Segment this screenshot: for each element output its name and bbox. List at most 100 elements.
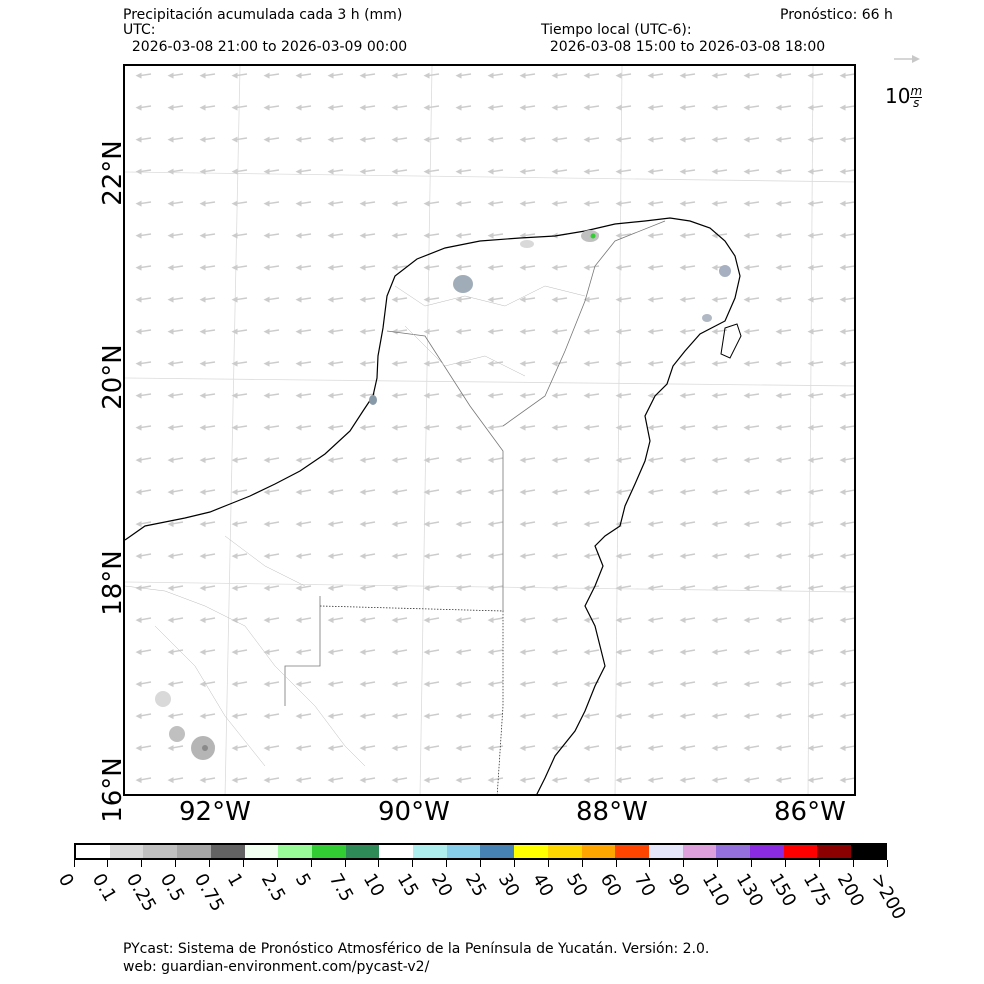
wind-arrow-head — [679, 360, 686, 367]
wind-arrow-head — [231, 777, 238, 784]
wind-arrow-head — [199, 457, 206, 464]
wind-arrow-head — [647, 200, 654, 207]
wind-arrow-head — [423, 232, 430, 239]
colorbar-segment — [682, 845, 717, 858]
wind-arrow-head — [231, 232, 238, 239]
wind-arrow-head — [135, 360, 142, 367]
wind-arrow-head — [647, 521, 654, 528]
wind-arrow-head — [743, 296, 750, 303]
colorbar-tick-label: 150 — [765, 870, 801, 911]
wind-arrow-head — [263, 681, 270, 688]
wind-arrow-head — [487, 200, 494, 207]
wind-arrow-head — [583, 136, 590, 143]
wind-arrow-head — [455, 136, 462, 143]
wind-arrow-head — [711, 521, 718, 528]
wind-arrow-head — [295, 296, 302, 303]
wind-arrow-head — [583, 72, 590, 79]
wind-arrow-head — [615, 713, 622, 720]
wind-arrow-head — [455, 457, 462, 464]
wind-arrow-head — [359, 713, 366, 720]
wind-reference-arrow — [894, 55, 920, 63]
wind-arrow-head — [743, 457, 750, 464]
wind-arrow-head — [615, 585, 622, 592]
wind-arrow-head — [839, 360, 846, 367]
colorbar-tick-label: 30 — [494, 870, 524, 901]
colorbar-tick — [141, 860, 143, 867]
wind-arrow-head — [391, 200, 398, 207]
footer-credit: PYcast: Sistema de Pronóstico Atmosféric… — [123, 941, 710, 957]
colorbar-tick — [784, 860, 786, 867]
wind-arrow-head — [327, 617, 334, 624]
colorbar-segment — [379, 845, 414, 858]
wind-arrow-head — [743, 553, 750, 560]
wind-arrow-head — [391, 232, 398, 239]
wind-arrow-head — [327, 745, 334, 752]
colorbar-tick — [513, 860, 515, 867]
wind-arrow-head — [455, 360, 462, 367]
wind-arrow-head — [231, 681, 238, 688]
wind-arrow-head — [231, 264, 238, 271]
wind-arrow-head — [743, 745, 750, 752]
wind-arrow-head — [327, 264, 334, 271]
map-panel[interactable] — [123, 64, 856, 796]
wind-arrow-head — [615, 360, 622, 367]
wind-arrow-head — [391, 553, 398, 560]
wind-arrow-head — [775, 264, 782, 271]
wind-arrow-head — [263, 617, 270, 624]
wind-arrow-head — [327, 649, 334, 656]
wind-arrow-head — [519, 296, 526, 303]
wind-arrow-head — [455, 745, 462, 752]
wind-arrow-head — [519, 649, 526, 656]
wind-arrow-head — [295, 168, 302, 175]
colorbar-tick-label: 0.25 — [121, 870, 160, 916]
wind-arrow-head — [839, 264, 846, 271]
wind-arrow-head — [519, 104, 526, 111]
wind-arrow-head — [519, 72, 526, 79]
colorbar-segment — [514, 845, 548, 858]
wind-arrow-head — [615, 617, 622, 624]
wind-arrow-head — [295, 457, 302, 464]
colorbar-segment — [413, 845, 447, 858]
wind-arrow-head — [647, 585, 654, 592]
wind-arrow-head — [199, 168, 206, 175]
wind-arrow-head — [359, 745, 366, 752]
wind-arrow-head — [519, 328, 526, 335]
wind-arrow-head — [807, 328, 814, 335]
wind-arrow-head — [647, 232, 654, 239]
wind-arrow-head — [423, 72, 430, 79]
colorbar-tick — [242, 860, 244, 867]
wind-arrow-head — [679, 104, 686, 111]
wind-arrow-head — [551, 136, 558, 143]
wind-arrow-head — [615, 200, 622, 207]
wind-arrow-head — [135, 200, 142, 207]
wind-arrow-head — [839, 168, 846, 175]
wind-arrow-head — [583, 328, 590, 335]
wind-arrow-head — [135, 457, 142, 464]
wind-arrow-head — [263, 168, 270, 175]
wind-arrow-head — [199, 264, 206, 271]
wind-arrow-head — [327, 200, 334, 207]
wind-arrow-head — [295, 136, 302, 143]
wind-arrow-head — [647, 104, 654, 111]
wind-arrow-head — [167, 553, 174, 560]
colorbar-tick-label: 1 — [223, 870, 248, 891]
colorbar-segment — [615, 845, 649, 858]
colorbar-tick — [547, 860, 549, 867]
colorbar-tick-label: 0 — [53, 870, 78, 891]
wind-arrow-head — [359, 200, 366, 207]
wind-arrow-head — [167, 232, 174, 239]
wind-arrow-head — [743, 136, 750, 143]
colorbar-segment — [446, 845, 481, 858]
wind-arrow-head — [263, 713, 270, 720]
wind-arrow-head — [615, 649, 622, 656]
wind-arrow-head — [743, 104, 750, 111]
colorbar-tick — [717, 860, 719, 867]
wind-arrow-head — [551, 200, 558, 207]
wind-arrow-head — [551, 360, 558, 367]
wind-arrow-head — [423, 328, 430, 335]
wind-arrow-head — [647, 392, 654, 399]
wind-arrow-head — [487, 136, 494, 143]
colorbar-tick-label: 40 — [528, 870, 558, 901]
lon-label-86w: 86°W — [774, 797, 846, 827]
wind-unit-denominator: s — [913, 96, 920, 110]
